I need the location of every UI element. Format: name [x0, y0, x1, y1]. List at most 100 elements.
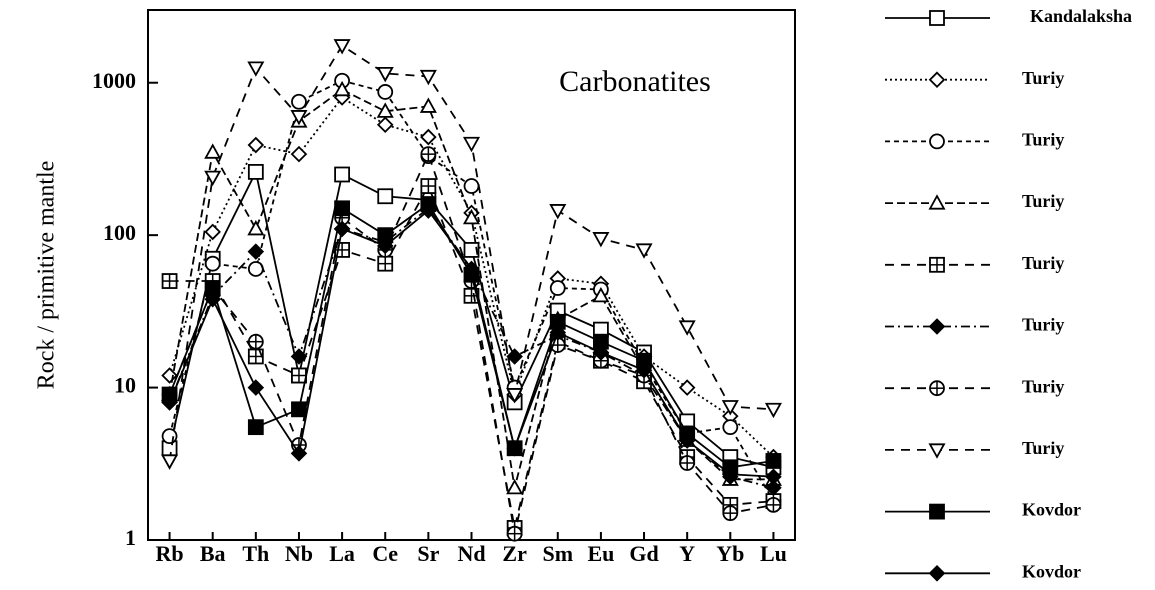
marker — [928, 194, 946, 210]
marker — [463, 242, 480, 258]
marker-shape — [929, 503, 945, 520]
marker-shape — [592, 232, 610, 248]
marker — [420, 146, 437, 163]
marker-shape — [247, 219, 265, 236]
x-tick-label: La — [329, 541, 355, 566]
marker — [506, 525, 523, 542]
marker-shape — [462, 136, 481, 153]
marker-shape — [290, 110, 308, 126]
marker — [247, 163, 264, 180]
marker — [929, 503, 945, 520]
marker — [290, 110, 308, 126]
legend-label: Kandalaksha — [1030, 6, 1132, 26]
marker-shape — [929, 133, 945, 150]
marker — [420, 202, 437, 219]
marker — [290, 445, 308, 462]
marker — [161, 428, 178, 445]
marker — [333, 39, 351, 55]
marker — [678, 320, 696, 336]
marker — [334, 200, 351, 217]
marker — [678, 379, 696, 396]
marker — [204, 255, 221, 272]
marker-shape — [678, 320, 696, 336]
marker — [420, 128, 437, 146]
marker-shape — [506, 388, 524, 404]
marker-shape — [928, 71, 946, 88]
marker — [161, 273, 178, 289]
marker — [204, 223, 221, 241]
marker — [765, 496, 782, 513]
marker-shape — [549, 280, 566, 296]
marker — [204, 290, 221, 308]
marker — [506, 348, 523, 365]
marker-shape — [722, 419, 739, 436]
x-tick-label: Ba — [200, 541, 226, 566]
marker — [247, 379, 265, 396]
marker — [592, 344, 610, 361]
marker — [247, 333, 264, 350]
marker-shape — [635, 361, 653, 379]
marker — [929, 10, 945, 26]
marker — [506, 388, 524, 404]
marker-shape — [592, 286, 610, 303]
marker — [247, 136, 265, 154]
marker-shape — [247, 163, 264, 180]
marker — [679, 455, 696, 471]
x-tick-label: Nd — [457, 541, 485, 566]
marker — [506, 478, 524, 495]
marker-shape — [419, 69, 437, 86]
y-tick-label: 1 — [125, 525, 136, 550]
marker-shape — [290, 145, 308, 163]
marker-shape — [290, 445, 308, 462]
marker-shape — [765, 453, 782, 469]
marker-shape — [678, 379, 696, 396]
marker — [635, 361, 653, 379]
marker — [462, 136, 481, 153]
marker — [462, 208, 481, 225]
marker — [291, 93, 307, 110]
marker-shape — [721, 400, 739, 416]
marker-shape — [161, 428, 178, 445]
marker — [928, 318, 946, 335]
marker — [161, 454, 179, 470]
marker — [161, 394, 178, 411]
marker-shape — [506, 439, 523, 457]
marker-shape — [928, 565, 946, 582]
marker-shape — [463, 242, 480, 258]
marker — [929, 256, 945, 273]
x-tick-label: Yb — [716, 541, 744, 566]
marker-shape — [764, 402, 782, 419]
marker — [678, 432, 696, 449]
marker-shape — [291, 93, 307, 110]
marker-shape — [376, 116, 394, 134]
x-tick-label: Eu — [587, 541, 614, 566]
marker-shape — [334, 200, 351, 217]
marker — [334, 166, 351, 183]
marker-shape — [377, 188, 394, 205]
marker-shape — [462, 208, 481, 225]
marker — [549, 324, 567, 341]
marker-shape — [376, 102, 394, 118]
marker — [928, 565, 946, 582]
marker-shape — [204, 170, 222, 187]
marker-shape — [247, 243, 265, 260]
marker — [463, 260, 480, 278]
x-tick-label: Y — [679, 541, 695, 566]
marker — [722, 419, 739, 436]
marker — [377, 84, 394, 100]
marker-shape — [928, 194, 946, 210]
marker — [376, 237, 394, 255]
marker — [204, 143, 222, 159]
marker — [420, 178, 437, 194]
legend-label: Kovdor — [1022, 500, 1081, 520]
marker-shape — [928, 443, 946, 459]
y-tick-label: 100 — [103, 220, 136, 245]
marker — [247, 219, 265, 236]
marker-shape — [765, 468, 782, 486]
x-tick-label: Ce — [372, 541, 398, 566]
marker — [765, 453, 782, 469]
marker-shape — [247, 61, 265, 77]
marker — [376, 116, 394, 134]
marker-shape — [506, 478, 524, 495]
marker-shape — [161, 394, 178, 411]
